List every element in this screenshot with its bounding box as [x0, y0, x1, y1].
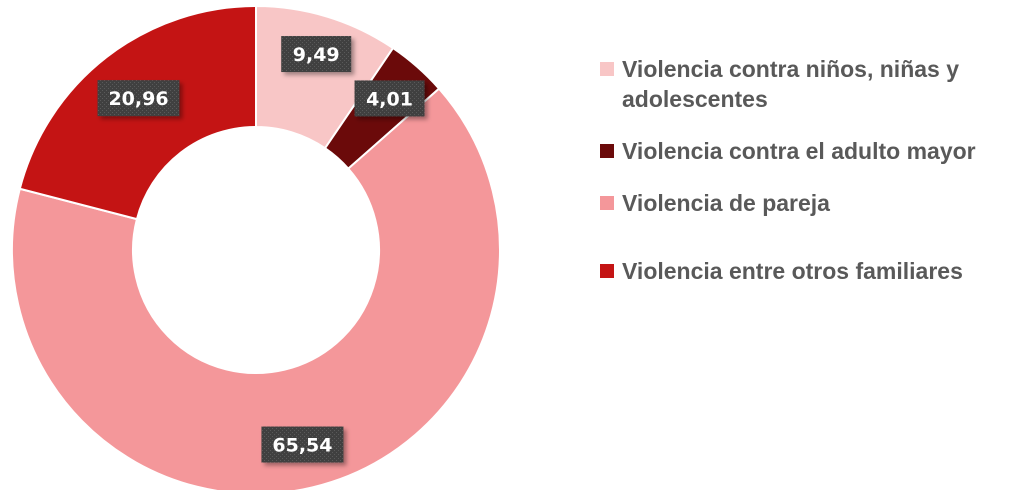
legend-label: Violencia contra el adulto mayor: [622, 138, 976, 164]
data-label-text: 65,54: [272, 435, 332, 457]
data-label-text: 20,96: [108, 88, 168, 110]
data-label: 4,01: [354, 80, 425, 117]
legend-item-ninos: Violencia contra niños, niñas y adolesce…: [600, 54, 1030, 114]
data-label-box: [261, 426, 344, 463]
legend-label: Violencia de pareja: [622, 190, 830, 216]
data-label-box: [281, 36, 352, 73]
legend-label: Violencia entre otros familiares: [622, 258, 963, 284]
legend-item-pareja: Violencia de pareja: [600, 188, 1030, 218]
data-label-text: 4,01: [366, 88, 413, 110]
legend-swatch: [600, 196, 614, 210]
donut-chart: 9,49 4,01 65,54 20,96: [11, 4, 501, 490]
legend-item-otros-familiares: Violencia entre otros familiares: [600, 256, 1030, 286]
legend-swatch: [600, 62, 614, 76]
legend-swatch: [600, 144, 614, 158]
data-label: 9,49: [281, 36, 352, 73]
legend-swatch: [600, 264, 614, 278]
data-label-box: [97, 80, 180, 117]
data-label: 65,54: [261, 426, 344, 463]
legend: Violencia contra niños, niñas y adolesce…: [600, 54, 1030, 286]
data-label: 20,96: [97, 80, 180, 117]
slice-pareja: [11, 87, 501, 490]
legend-item-adulto-mayor: Violencia contra el adulto mayor: [600, 136, 1030, 166]
data-label-box: [354, 80, 425, 117]
data-label-text: 9,49: [293, 44, 340, 66]
legend-label: Violencia contra niños, niñas y adolesce…: [622, 56, 960, 112]
